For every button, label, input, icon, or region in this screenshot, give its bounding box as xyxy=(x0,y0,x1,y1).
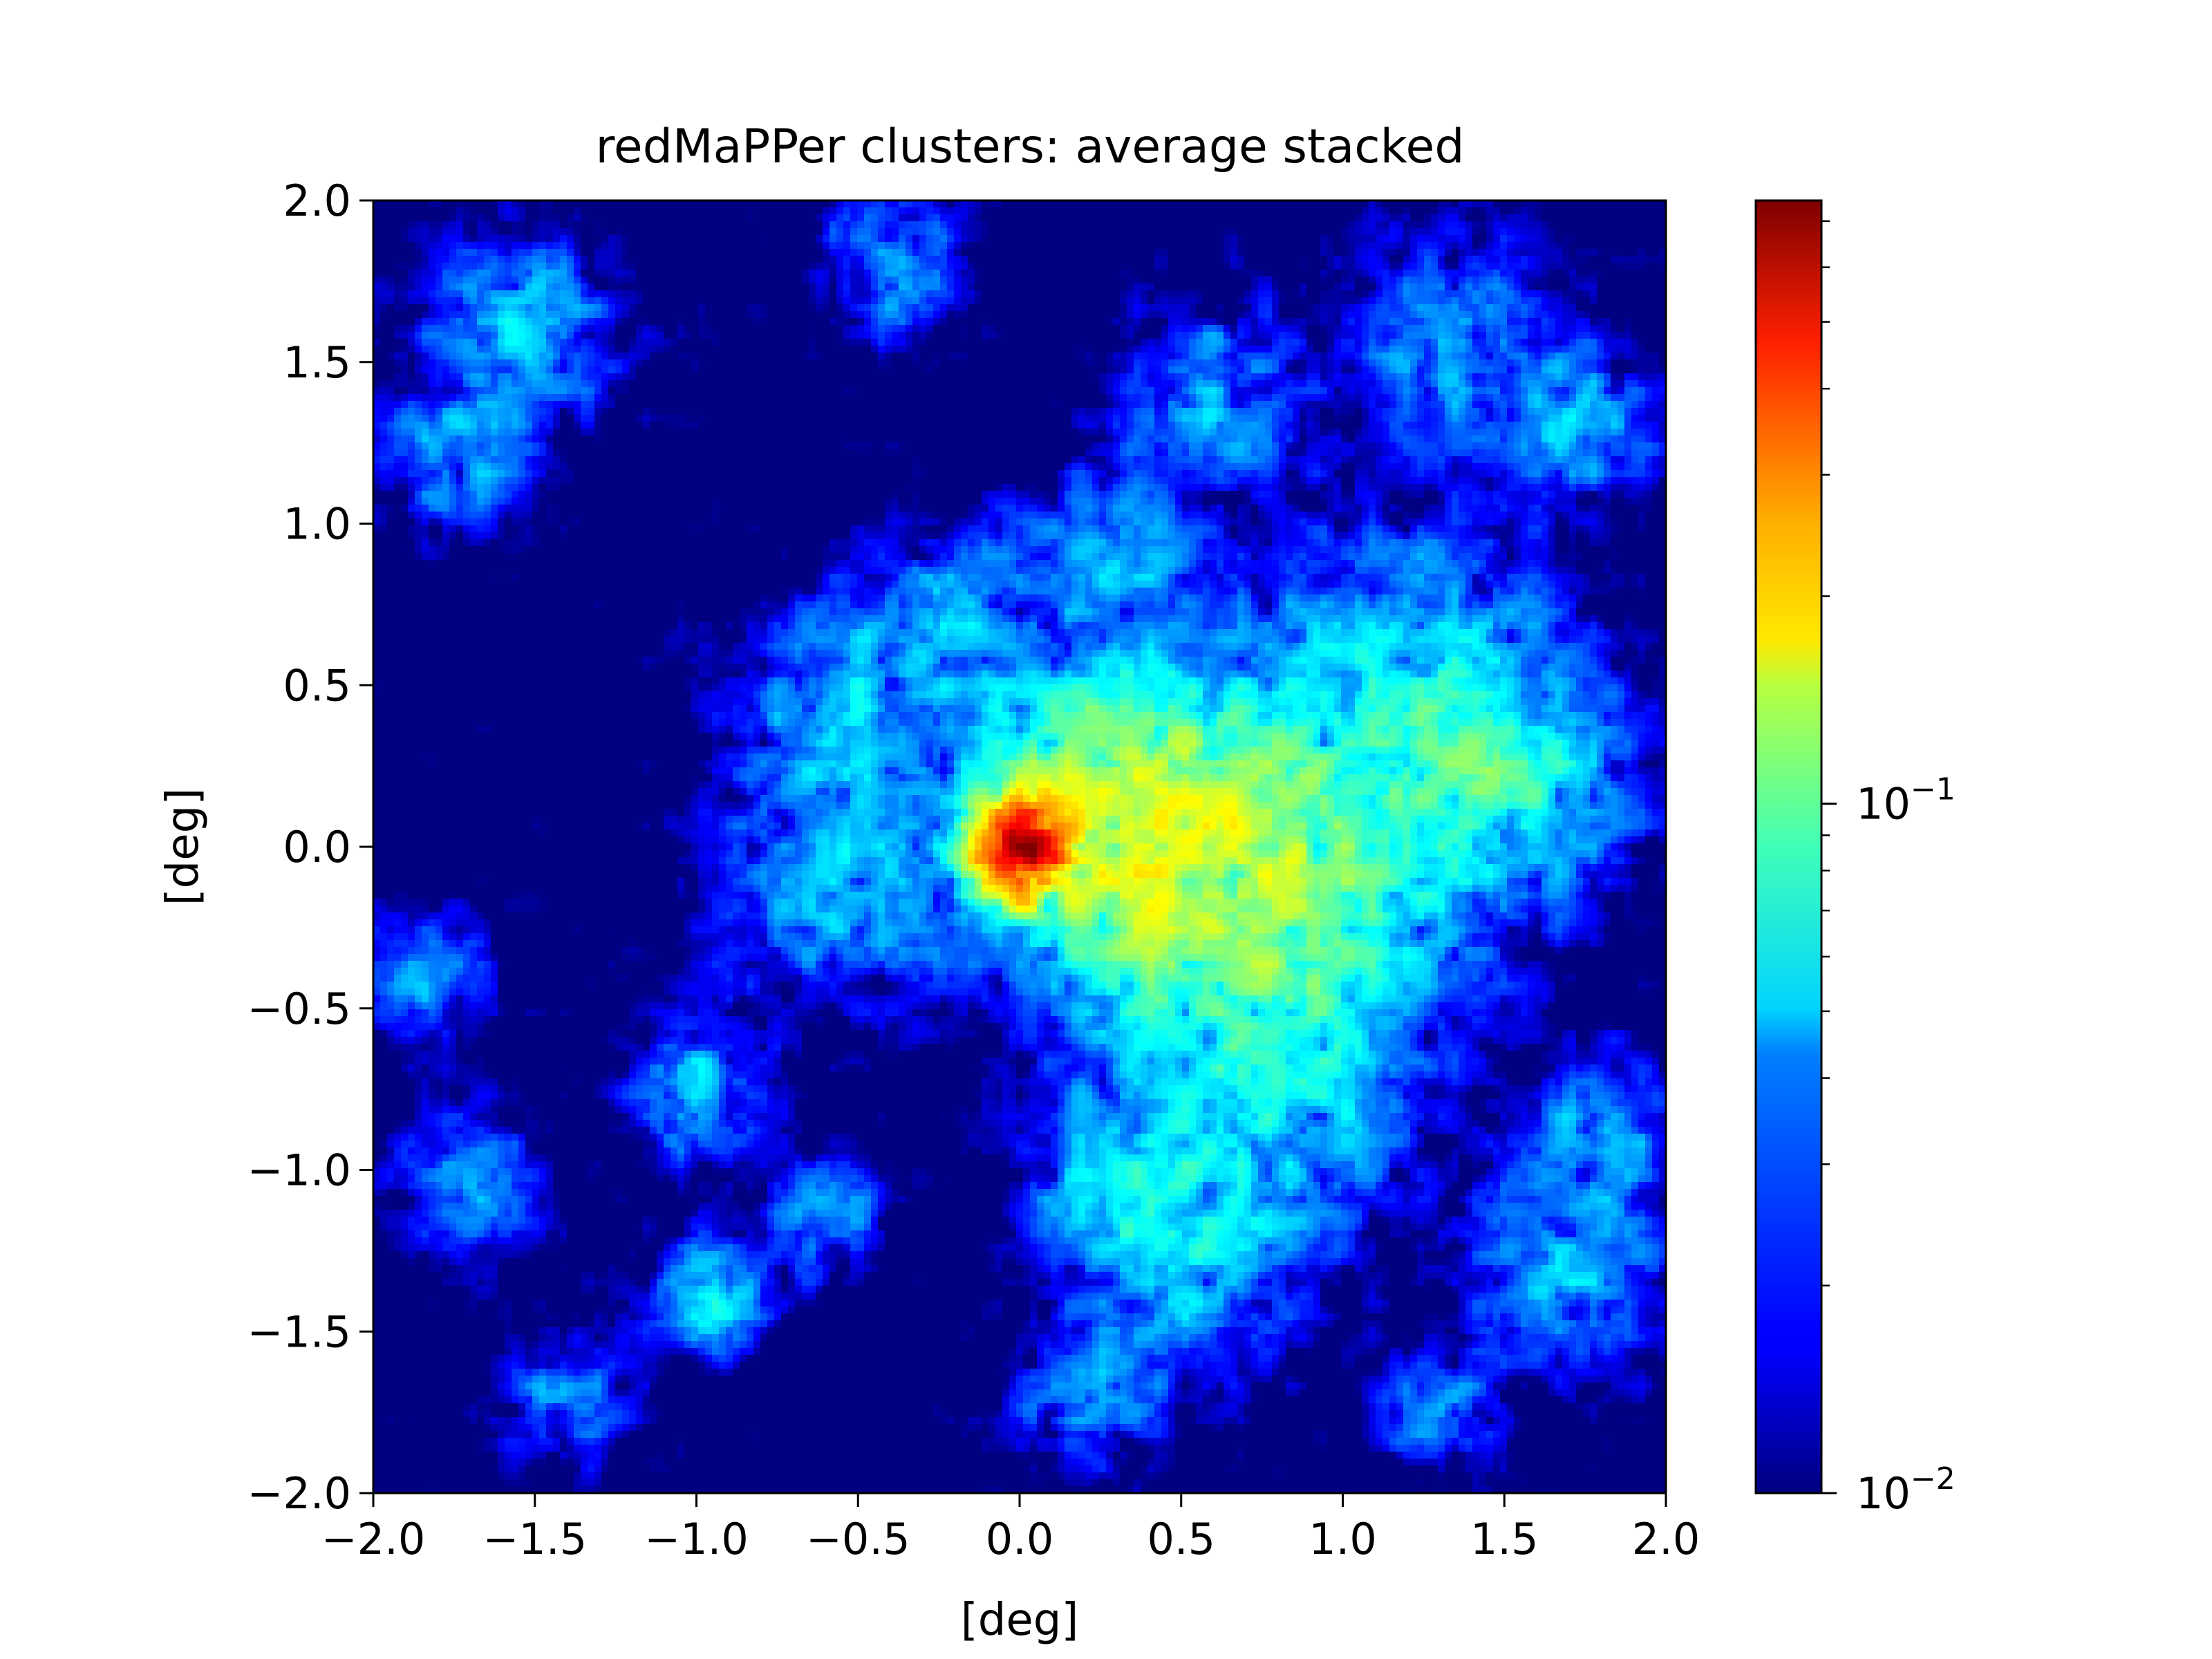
colorbar-gradient xyxy=(1756,200,1821,1493)
x-tick-label: 2.0 xyxy=(1632,1514,1700,1564)
x-axis: −2.0 −1.5 −1.0 −0.5 0.0 0.5 1.0 1.5 2.0 xyxy=(321,1493,1700,1564)
y-axis-label: [deg] xyxy=(158,788,209,906)
y-axis: −2.0 −1.5 −1.0 −0.5 0.0 0.5 1.0 1.5 2.0 xyxy=(247,176,373,1519)
y-tick-label: −0.5 xyxy=(247,984,351,1034)
y-tick-label: 0.5 xyxy=(283,660,351,711)
colorbar-tick-label: 10−1 xyxy=(1856,772,1956,830)
colorbar-frame xyxy=(1754,199,1823,1494)
y-tick-label: −1.5 xyxy=(247,1306,351,1357)
x-tick-label: 0.0 xyxy=(986,1514,1054,1564)
heatmap-canvas xyxy=(373,200,1666,1493)
y-tick-label: 0.0 xyxy=(283,822,351,872)
x-tick-label: −0.5 xyxy=(806,1514,910,1564)
colorbar-ticks: 10−2 10−1 xyxy=(1821,220,1956,1519)
colorbar-tick-label: 10−2 xyxy=(1856,1461,1956,1519)
x-axis-label: [deg] xyxy=(961,1595,1079,1646)
x-tick-label: −2.0 xyxy=(321,1514,426,1564)
plot-area xyxy=(372,199,1667,1494)
x-tick-label: 0.5 xyxy=(1147,1514,1215,1564)
chart-title: redMaPPer clusters: average stacked xyxy=(595,120,1464,174)
x-tick-label: 1.0 xyxy=(1309,1514,1377,1564)
x-tick-label: 1.5 xyxy=(1470,1514,1539,1564)
x-tick-label: −1.0 xyxy=(644,1514,749,1564)
y-tick-label: 1.0 xyxy=(283,499,351,550)
y-tick-label: 1.5 xyxy=(283,337,351,388)
y-tick-label: −2.0 xyxy=(247,1468,351,1519)
y-tick-label: −1.0 xyxy=(247,1145,351,1196)
colorbar: 10−2 10−1 xyxy=(1754,199,1956,1519)
x-tick-label: −1.5 xyxy=(482,1514,587,1564)
heatmap-image xyxy=(373,200,1666,1493)
y-tick-label: 2.0 xyxy=(283,176,351,226)
